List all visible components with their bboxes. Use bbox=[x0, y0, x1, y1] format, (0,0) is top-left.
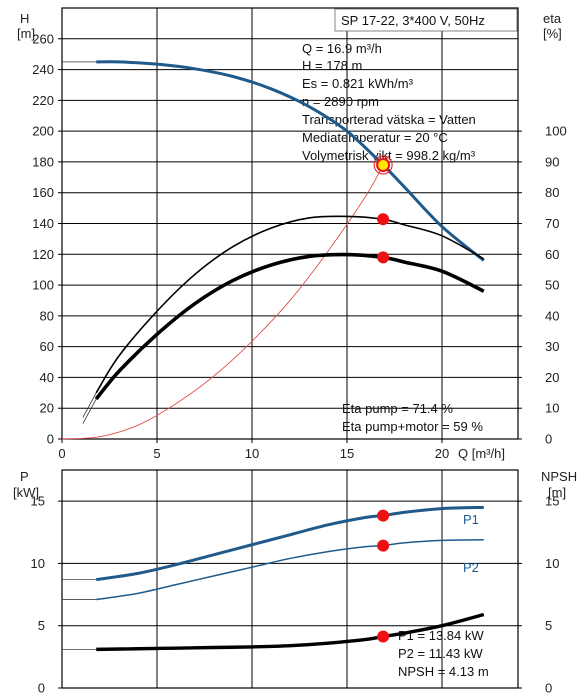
top-left-tick-label: 240 bbox=[32, 62, 54, 77]
top-left-tick-label: 260 bbox=[32, 31, 54, 46]
info-n: n = 2890 rpm bbox=[302, 94, 379, 109]
info-temperature: Mediatemperatur = 20 °C bbox=[302, 130, 448, 145]
info-h: H = 178 m bbox=[302, 58, 362, 73]
eta-pump-motor-text: Eta pump+motor = 59 % bbox=[342, 419, 483, 434]
bottom-left-tick-label: 0 bbox=[38, 681, 45, 696]
eta-pump-curve-extension bbox=[82, 392, 97, 418]
top-right-tick-label: 20 bbox=[545, 370, 559, 385]
eta-pump-text: Eta pump = 71.4 % bbox=[342, 401, 453, 416]
p2-value-text: P2 = 11.43 kW bbox=[398, 646, 483, 661]
bottom-left-tick-label: 15 bbox=[31, 494, 45, 509]
top-left-tick-label: 60 bbox=[40, 339, 54, 354]
x-tick-label: 15 bbox=[340, 446, 354, 461]
eta-pump-curve bbox=[95, 215, 485, 394]
info-liquid: Transporterad vätska = Vatten bbox=[302, 112, 476, 127]
bottom-right-tick-label: 10 bbox=[545, 556, 559, 571]
top-right-axis-unit: [%] bbox=[543, 26, 562, 41]
top-left-tick-label: 80 bbox=[40, 308, 54, 323]
top-left-axis-unit: [m] bbox=[17, 26, 35, 41]
system-curve bbox=[61, 155, 390, 440]
top-right-tick-label: 70 bbox=[545, 216, 559, 231]
p2-curve bbox=[96, 539, 484, 601]
top-right-tick-label: 30 bbox=[545, 339, 559, 354]
bottom-left-axis-label: P bbox=[20, 469, 29, 484]
bottom-left-tick-label: 10 bbox=[31, 556, 45, 571]
info-es: Es = 0.821 kWh/m³ bbox=[302, 76, 414, 91]
eta-pump-motor-curve-extension bbox=[82, 398, 97, 424]
eta-pump-pt-marker bbox=[377, 213, 390, 226]
npsh-value-text: NPSH = 4.13 m bbox=[398, 664, 489, 679]
eta-pump-motor-curve bbox=[94, 252, 485, 401]
top-right-tick-label: 100 bbox=[545, 124, 567, 139]
top-right-tick-label: 90 bbox=[545, 154, 559, 169]
eta-pm-pt-marker bbox=[377, 251, 390, 264]
top-right-tick-label: 0 bbox=[545, 432, 552, 447]
x-tick-label: 0 bbox=[58, 446, 65, 461]
info-density: Volymetrisk vikt = 998.2 kg/m³ bbox=[302, 148, 476, 163]
p1-curve bbox=[95, 505, 484, 582]
top-left-tick-label: 220 bbox=[32, 93, 54, 108]
top-left-tick-label: 20 bbox=[40, 401, 54, 416]
top-right-tick-label: 10 bbox=[545, 401, 559, 416]
head-curve bbox=[96, 60, 485, 262]
bottom-right-axis-unit: [m] bbox=[548, 485, 566, 500]
bottom-right-tick-label: 5 bbox=[545, 618, 552, 633]
bottom-left-axis-unit: [kW] bbox=[13, 485, 39, 500]
series-label-p2: P2 bbox=[463, 560, 479, 575]
top-left-tick-label: 40 bbox=[40, 370, 54, 385]
top-left-tick-label: 0 bbox=[47, 432, 54, 447]
chart-title: SP 17-22, 3*400 V, 50Hz bbox=[341, 13, 485, 28]
series-label-p1: P1 bbox=[463, 512, 479, 527]
top-right-tick-label: 50 bbox=[545, 278, 559, 293]
x-tick-label: 5 bbox=[153, 446, 160, 461]
top-right-tick-label: 80 bbox=[545, 185, 559, 200]
info-q: Q = 16.9 m³/h bbox=[302, 41, 382, 56]
top-left-tick-label: 120 bbox=[32, 247, 54, 262]
npsh-curve bbox=[96, 612, 485, 652]
bottom-right-tick-label: 0 bbox=[545, 681, 552, 696]
top-right-tick-label: 60 bbox=[545, 247, 559, 262]
p2-pt-marker bbox=[377, 539, 390, 552]
top-left-tick-label: 100 bbox=[32, 278, 54, 293]
top-right-tick-label: 40 bbox=[545, 308, 559, 323]
top-left-tick-label: 200 bbox=[32, 124, 54, 139]
top-left-tick-label: 160 bbox=[32, 185, 54, 200]
x-axis-label: Q [m³/h] bbox=[458, 446, 505, 461]
bottom-right-tick-label: 15 bbox=[545, 494, 559, 509]
chart-title-box bbox=[334, 8, 518, 32]
p1-pt-marker bbox=[377, 509, 390, 522]
top-left-tick-label: 180 bbox=[32, 154, 54, 169]
bottom-right-axis-label: NPSH bbox=[541, 469, 577, 484]
x-tick-label: 20 bbox=[435, 446, 449, 461]
npsh-pt-marker bbox=[377, 630, 390, 643]
duty-point-marker bbox=[376, 158, 391, 173]
duty-point-ring bbox=[373, 155, 393, 175]
top-left-tick-label: 140 bbox=[32, 216, 54, 231]
bottom-left-tick-label: 5 bbox=[38, 618, 45, 633]
bottom-plot-frame bbox=[61, 469, 519, 689]
top-left-axis-label: H bbox=[20, 11, 29, 26]
top-right-axis-label: eta bbox=[543, 11, 562, 26]
x-tick-label: 10 bbox=[245, 446, 259, 461]
top-chart-grid bbox=[62, 8, 518, 439]
chart-marks: 0204060801001201401601802002202402600102… bbox=[31, 31, 567, 695]
